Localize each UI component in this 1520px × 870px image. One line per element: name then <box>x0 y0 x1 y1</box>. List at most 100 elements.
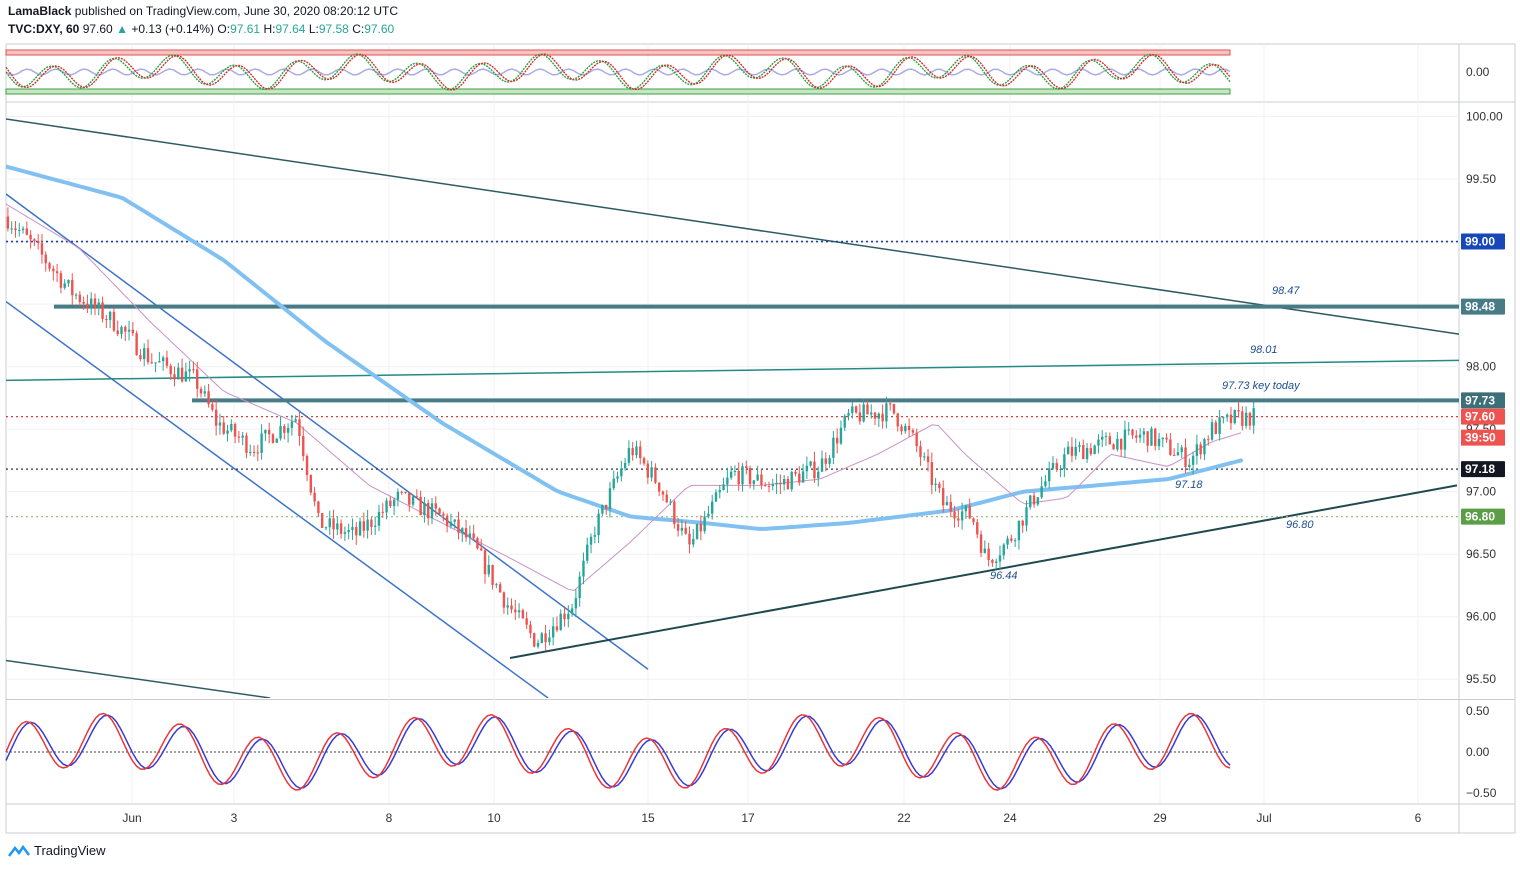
candle-body <box>741 466 744 485</box>
candle <box>934 477 937 492</box>
candle <box>1070 437 1074 463</box>
candle-body <box>305 456 309 476</box>
price-badge-98.48[interactable]: 98.48 <box>1461 298 1505 315</box>
candle-body <box>48 263 51 269</box>
candle-body <box>1029 495 1032 508</box>
candle-body <box>877 413 881 419</box>
candle-body <box>339 523 343 534</box>
candle <box>55 263 59 283</box>
symbol-label[interactable]: TVC:DXY, 60 <box>8 22 80 36</box>
candle <box>445 513 449 533</box>
x-tick-label: 8 <box>386 811 393 825</box>
candle-body <box>1002 544 1005 556</box>
candle <box>343 526 347 542</box>
candle <box>953 505 956 528</box>
publisher-name[interactable]: LamaBlack <box>8 4 72 18</box>
candle-body <box>972 518 975 523</box>
candle-body <box>529 624 532 634</box>
candle <box>1013 538 1017 547</box>
candle <box>1214 419 1218 435</box>
candle <box>570 603 574 617</box>
candle <box>593 526 597 544</box>
candle <box>392 497 396 516</box>
price-badge-97.18[interactable]: 97.18 <box>1461 461 1505 478</box>
candle-body <box>1070 446 1074 456</box>
oversold-band <box>5 88 1231 95</box>
candle-body <box>820 458 824 472</box>
candle <box>1199 441 1202 460</box>
candle-body <box>116 330 119 335</box>
candle <box>612 470 615 491</box>
candle-body <box>851 406 854 414</box>
candle-body <box>574 598 578 609</box>
candle-body <box>226 430 229 434</box>
candle-body <box>389 500 392 507</box>
candle-body <box>570 608 574 614</box>
candle <box>627 440 631 466</box>
candle <box>885 396 888 429</box>
candle-body <box>1112 444 1115 450</box>
tradingview-footer[interactable]: TradingView <box>8 843 106 858</box>
price-badge-97.73[interactable]: 97.73 <box>1461 392 1505 409</box>
candle <box>654 463 657 484</box>
candle-body <box>404 491 407 493</box>
candle <box>764 482 767 487</box>
candle <box>48 261 51 272</box>
annotation-label: 98.01 <box>1250 344 1278 356</box>
candle-body <box>196 369 199 389</box>
candle-body <box>1135 435 1138 438</box>
candle-body <box>692 538 695 545</box>
low-label: L: <box>308 22 319 36</box>
candle <box>487 555 490 578</box>
candle-body <box>983 548 987 553</box>
overbought-band <box>5 49 1231 56</box>
open-value: 97.61 <box>230 22 261 36</box>
candle <box>574 589 578 618</box>
candle <box>548 629 551 646</box>
candle-body <box>135 333 138 356</box>
candle <box>737 462 740 491</box>
candle <box>703 510 706 534</box>
last-price: 97.60 <box>82 22 113 36</box>
candle-body <box>1044 481 1047 487</box>
candle-body <box>1237 409 1240 412</box>
candle <box>25 221 29 236</box>
candle-body <box>1078 445 1081 447</box>
x-tick-label: 15 <box>641 811 655 825</box>
candle-body <box>1101 436 1104 440</box>
candle <box>941 480 945 513</box>
x-tick-label: 10 <box>487 811 501 825</box>
candle-body <box>506 605 509 608</box>
candle-body <box>328 518 331 528</box>
candle-body <box>926 456 930 463</box>
close-label: C: <box>352 22 365 36</box>
candle-body <box>1195 444 1199 456</box>
candle <box>835 428 839 454</box>
osc2-series-red <box>5 712 1231 791</box>
candle-body <box>510 605 513 610</box>
price-badge-99.00[interactable]: 99.00 <box>1461 233 1505 250</box>
price-badge-96.80[interactable]: 96.80 <box>1461 508 1505 525</box>
candle <box>411 494 415 507</box>
candle <box>245 432 248 459</box>
candle-body <box>1184 447 1187 468</box>
candle <box>449 513 453 529</box>
candle <box>1123 420 1127 458</box>
candle <box>1040 476 1043 499</box>
candle <box>472 524 475 541</box>
candle-body <box>377 511 381 526</box>
candle-body <box>949 501 952 512</box>
candle-body <box>1032 495 1036 505</box>
candle <box>741 463 744 492</box>
candle <box>866 399 869 415</box>
candle <box>1017 520 1021 550</box>
candle <box>400 490 403 495</box>
candle-body <box>1055 463 1058 470</box>
candle <box>1010 534 1013 543</box>
candle <box>419 490 422 516</box>
price-badge-97.60[interactable]: 97.60 <box>1461 408 1505 425</box>
candle-body <box>835 437 839 444</box>
candle-body <box>411 496 415 505</box>
candle <box>873 411 877 425</box>
